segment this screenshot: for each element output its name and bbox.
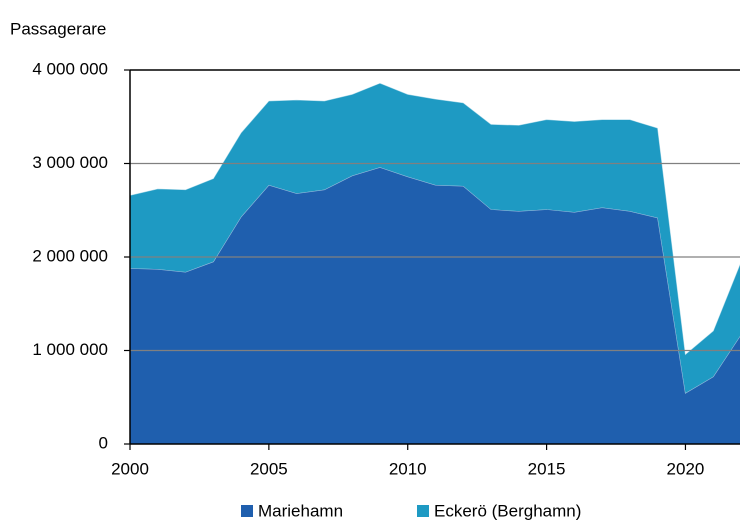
y-tick-label: 1 000 000: [32, 340, 108, 359]
area: [130, 83, 740, 394]
y-tick-label: 3 000 000: [32, 153, 108, 172]
x-tick-label: 2010: [389, 459, 427, 478]
legend-label: Mariehamn: [258, 501, 343, 520]
x-tick-label: 2005: [250, 459, 288, 478]
y-tick-label: 4 000 000: [32, 59, 108, 78]
y-axis-label: Passagerare: [10, 19, 106, 38]
legend-swatch: [241, 505, 253, 517]
legend-label: Eckerö (Berghamn): [434, 501, 581, 520]
y-tick-label: 2 000 000: [32, 246, 108, 265]
area: [130, 167, 740, 444]
legend-swatch: [417, 505, 429, 517]
area-edge: [129, 82, 740, 356]
x-tick-label: 2020: [667, 459, 705, 478]
x-tick-label: 2015: [528, 459, 566, 478]
y-tick-label: 0: [99, 433, 108, 452]
x-tick-label: 2000: [111, 459, 149, 478]
